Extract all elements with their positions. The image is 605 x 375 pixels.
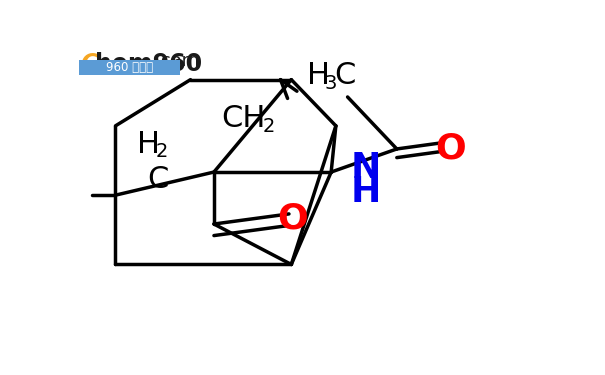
Text: 960 化工网: 960 化工网	[105, 61, 152, 74]
Text: .com: .com	[155, 52, 200, 70]
Text: 2: 2	[155, 142, 168, 161]
Text: H: H	[137, 130, 160, 159]
Text: C: C	[80, 52, 97, 76]
Text: CH: CH	[221, 104, 266, 133]
Text: C: C	[335, 61, 356, 90]
Text: H: H	[307, 61, 330, 90]
Text: hem960: hem960	[96, 52, 203, 76]
FancyBboxPatch shape	[79, 60, 180, 75]
Text: O: O	[277, 201, 308, 235]
Text: 3: 3	[324, 74, 336, 93]
Text: O: O	[436, 132, 466, 166]
Text: 2: 2	[263, 117, 275, 136]
Text: C: C	[147, 165, 168, 194]
Text: H: H	[350, 175, 381, 209]
Text: N: N	[350, 151, 381, 185]
